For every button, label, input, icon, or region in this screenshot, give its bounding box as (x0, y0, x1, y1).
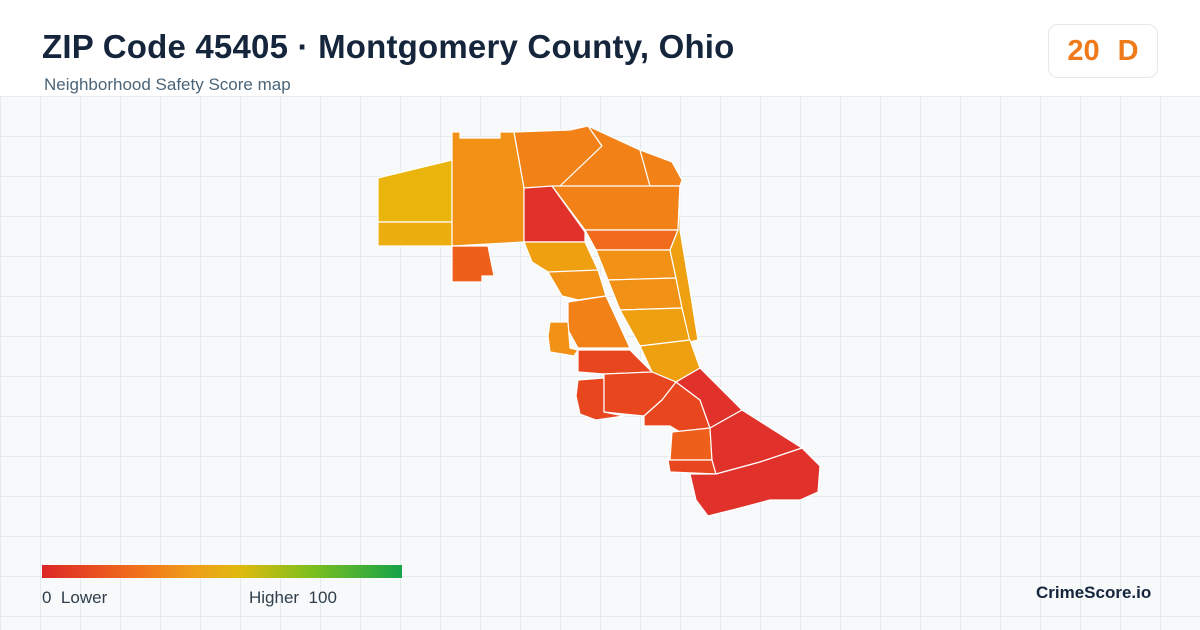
map-region-south-f[interactable] (667, 459, 717, 475)
map-region-spine-west-b[interactable] (547, 269, 607, 301)
legend-min-label: Lower (60, 588, 108, 607)
map-region-south-e[interactable] (669, 427, 713, 461)
map-region-core-red[interactable] (523, 185, 586, 243)
legend-high-label: Higher 100 (249, 588, 337, 608)
map-region-east-strip[interactable] (669, 185, 699, 343)
map-region-middle-c[interactable] (595, 249, 677, 281)
map-region-west-upper[interactable] (377, 159, 453, 223)
map-region-south-a[interactable] (577, 349, 653, 375)
map-region-middle-b[interactable] (584, 229, 679, 251)
map-region-north-c[interactable] (639, 149, 683, 187)
legend-min-value: 0 (42, 588, 52, 607)
brand-logo-text[interactable]: CrimeScore.io (1036, 583, 1152, 602)
score-badge: 20 D (1048, 24, 1158, 78)
legend-gradient-bar (42, 565, 402, 578)
map-region-spine-west-d[interactable] (547, 321, 579, 357)
map-region-west-spur[interactable] (451, 245, 495, 283)
page-subtitle: Neighborhood Safety Score map (44, 75, 291, 94)
map-region-middle-e[interactable] (619, 307, 691, 347)
map-region-middle-d[interactable] (607, 277, 683, 311)
map-region-northwest[interactable] (451, 131, 525, 247)
map-region-southeast-c[interactable] (689, 447, 821, 517)
page-title: ZIP Code 45405 · Montgomery County, Ohio (42, 28, 735, 65)
legend-max-label: Higher (249, 588, 300, 607)
score-value: 20 (1067, 34, 1100, 67)
map-region-west-lower[interactable] (377, 221, 453, 247)
legend-low-label: 0 Lower (42, 588, 107, 608)
header-band (0, 0, 1200, 97)
score-grade: D (1117, 34, 1139, 67)
legend-max-value: 100 (308, 588, 337, 607)
